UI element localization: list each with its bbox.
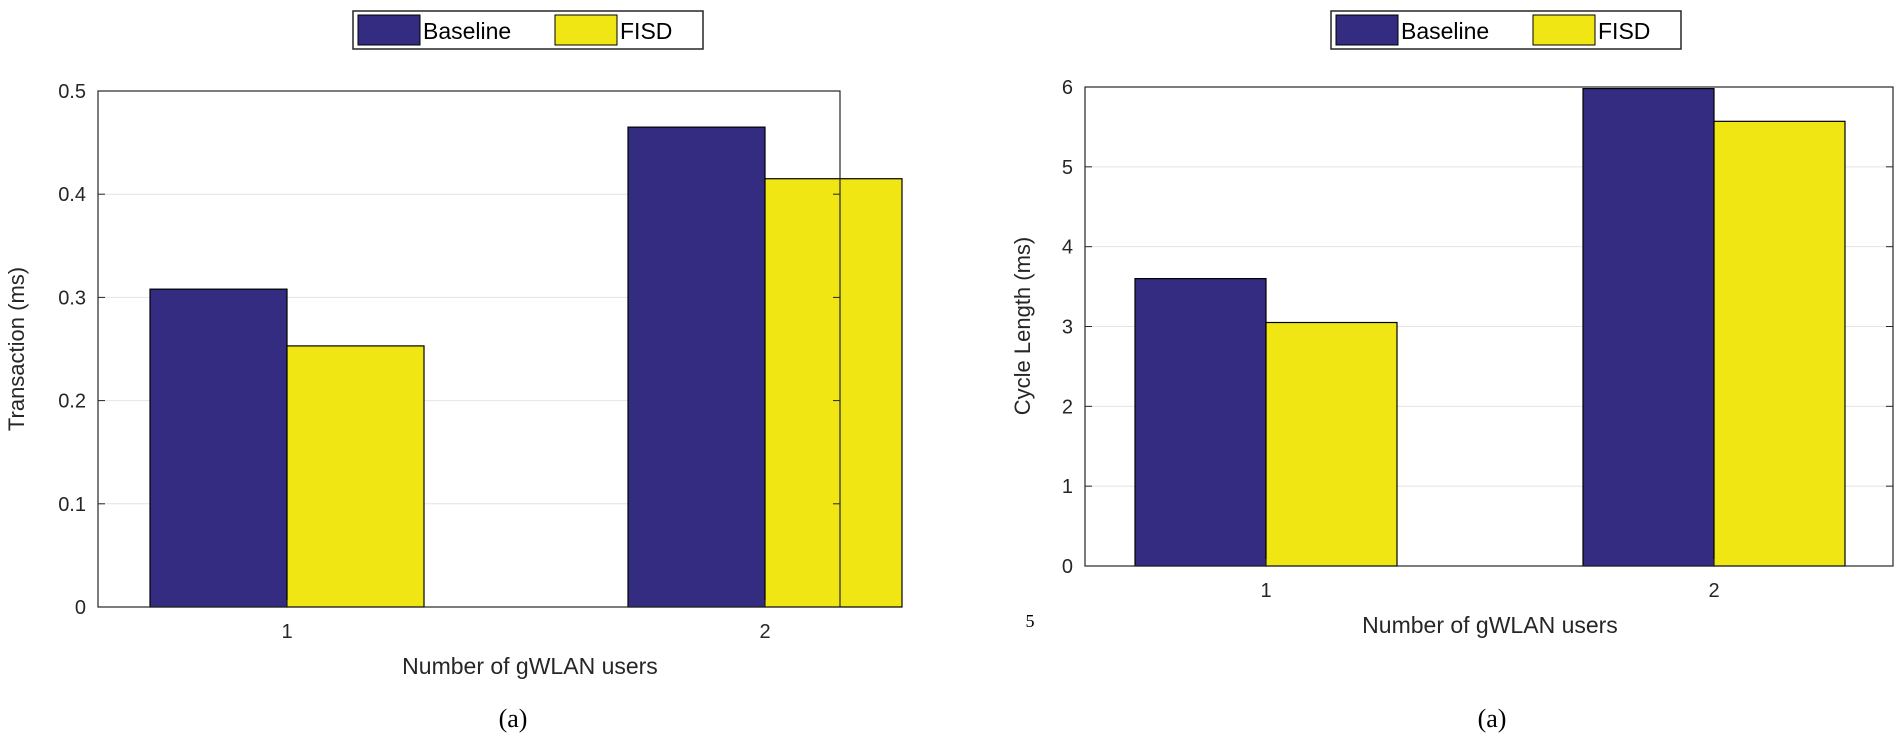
y-tick-label: 0 (75, 597, 86, 619)
y-tick-label: 5 (1062, 157, 1073, 179)
y-tick-label: 1 (1062, 476, 1073, 498)
legend-swatch-baseline (1335, 14, 1399, 46)
plot-frame (97, 90, 841, 608)
y-tick-label: 0.4 (58, 184, 86, 206)
legend: Baseline FISD (1330, 10, 1682, 50)
bar-baseline-1 (149, 288, 288, 608)
x-tick-label: 2 (1708, 580, 1719, 602)
chart-cycle-length: 0 1 2 3 4 5 6 1 2 Number of gWLAN users Cycle Le… (1010, 10, 1894, 733)
figure-caption: (a) (1478, 704, 1507, 733)
x-axis-label: Number of gWLAN users (1362, 612, 1618, 638)
y-axis-label: Transaction (ms) (4, 267, 29, 431)
legend-swatch-baseline (357, 14, 421, 46)
legend-label-baseline: Baseline (1401, 18, 1489, 44)
y-tick-label: 4 (1062, 237, 1073, 259)
page-number: 5 (1026, 611, 1035, 631)
bar-fisd-2 (764, 178, 903, 608)
axis-ticks: 0 1 2 3 4 5 6 1 2 (1062, 77, 1893, 602)
y-axis-label: Cycle Length (ms) (1010, 237, 1035, 416)
x-tick-label: 1 (1260, 580, 1271, 602)
legend-swatch-fisd (554, 14, 618, 46)
legend-swatch-fisd (1532, 14, 1596, 46)
y-tick-label: 6 (1062, 77, 1073, 99)
legend-label-fisd: FISD (1598, 18, 1650, 44)
y-tick-label: 2 (1062, 396, 1073, 418)
bar-group (1134, 87, 1846, 567)
bar-fisd-2 (1713, 120, 1846, 567)
bar-fisd-1 (1265, 321, 1398, 567)
legend-label-baseline: Baseline (423, 18, 511, 44)
axis-ticks: 0 0.1 0.2 0.3 0.4 0.5 1 2 (58, 81, 840, 643)
chart-transaction: 0 0.1 0.2 0.3 0.4 0.5 1 2 Number of gWLAN users… (4, 10, 903, 733)
y-tick-label: 0.1 (58, 494, 86, 516)
y-tick-label: 0.3 (58, 287, 86, 309)
bar-baseline-1 (1134, 278, 1267, 567)
y-tick-label: 0.2 (58, 391, 86, 413)
bar-group (149, 126, 903, 608)
y-tick-label: 0 (1062, 556, 1073, 578)
bar-baseline-2 (627, 126, 766, 608)
y-tick-label: 3 (1062, 317, 1073, 339)
bar-baseline-2 (1582, 87, 1715, 567)
x-tick-label: 1 (281, 621, 292, 643)
bar-fisd-1 (286, 345, 425, 608)
x-tick-label: 2 (759, 621, 770, 643)
legend: Baseline FISD (352, 10, 704, 50)
y-tick-label: 0.5 (58, 81, 86, 103)
x-axis-label: Number of gWLAN users (402, 653, 658, 679)
legend-label-fisd: FISD (620, 18, 672, 44)
figure-caption: (a) (499, 704, 528, 733)
